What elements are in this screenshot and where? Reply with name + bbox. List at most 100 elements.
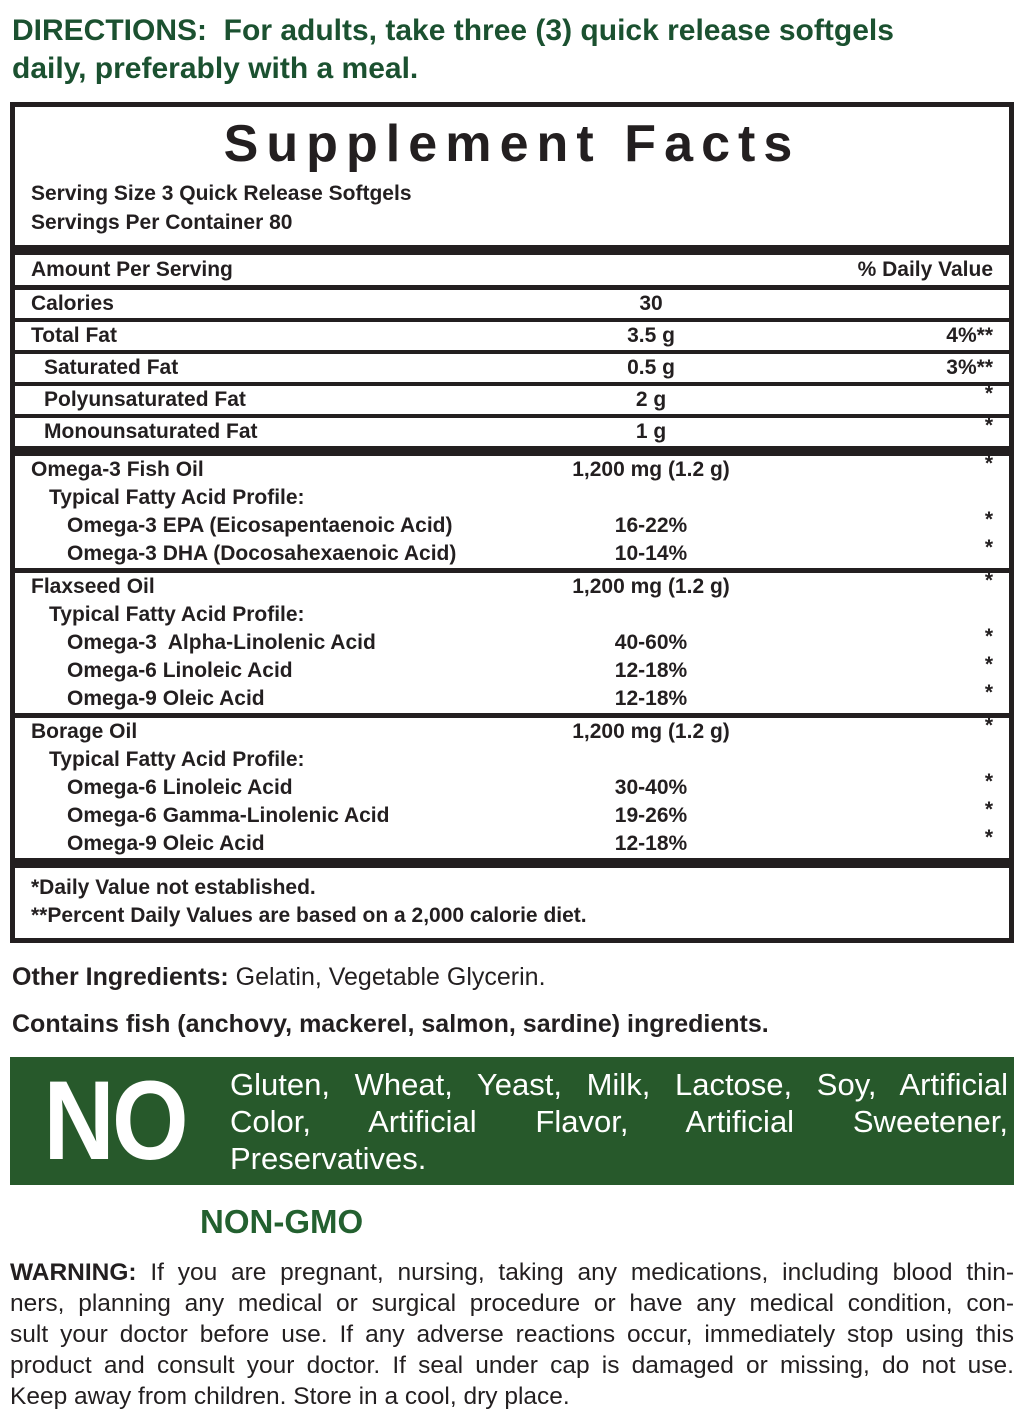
no-claims-line-1: Gluten, Wheat, Yeast, Milk, Lactose, Soy…	[230, 1066, 1008, 1102]
no-claims-line-2: Color, Artificial Flavor, Artificial Swe…	[230, 1103, 1008, 1139]
table-row-omega6-gla: Omega-6 Gamma-Linolenic Acid 19-26% *	[15, 798, 1009, 830]
nutrient-name: Omega-9 Oleic Acid	[67, 832, 265, 855]
table-row-saturated-fat: Saturated Fat 0.5 g 3%**	[15, 354, 1009, 382]
nutrient-daily-value: *	[984, 625, 993, 648]
table-row-omega3-epa: Omega-3 EPA (Eicosapentaenoic Acid) 16-2…	[15, 508, 1009, 540]
warning-line-1: WARNING: If you are pregnant, nursing, t…	[10, 1257, 1014, 1288]
nutrient-name: Monounsaturated Fat	[44, 420, 258, 443]
table-row-omega9-oleic-borage: Omega-9 Oleic Acid 12-18% *	[15, 826, 1009, 858]
table-row-omega3-fish-oil: Omega-3 Fish Oil 1,200 mg (1.2 g) *	[15, 452, 1009, 484]
warning-statement: WARNING: If you are pregnant, nursing, t…	[0, 1241, 1024, 1412]
nutrient-amount: 19-26%	[614, 804, 688, 827]
table-row-borage-oil: Borage Oil 1,200 mg (1.2 g) *	[15, 714, 1009, 746]
table-row-omega3-ala: Omega-3 Alpha-Linolenic Acid 40-60% *	[15, 625, 1009, 657]
nutrient-name: Flaxseed Oil	[31, 575, 155, 598]
divider-medium	[15, 568, 1009, 573]
nutrient-daily-value: 4%**	[946, 324, 993, 347]
warning-label: WARNING:	[10, 1259, 137, 1286]
table-row-omega6-linoleic: Omega-6 Linoleic Acid 12-18% *	[15, 653, 1009, 685]
directions-line-2: daily, preferably with a meal.	[12, 52, 419, 85]
nutrient-amount: 1,200 mg (1.2 g)	[572, 720, 730, 743]
nutrient-amount: 3.5 g	[627, 324, 675, 347]
servings-per-container: Servings Per Container 80	[31, 211, 293, 234]
nutrient-daily-value: *	[984, 653, 993, 676]
divider-thick	[15, 858, 1009, 868]
nutrient-amount: 30	[639, 292, 663, 315]
table-row-fatty-acid-profile-heading: Typical Fatty Acid Profile:	[15, 601, 1009, 629]
nutrient-name: Omega-3 Fish Oil	[31, 458, 204, 481]
warning-line-2: ners, planning any medical or surgical p…	[10, 1290, 1014, 1317]
nutrient-name: Total Fat	[31, 324, 117, 347]
nutrient-daily-value: *	[984, 536, 993, 559]
nutrient-name: Omega-3 Alpha-Linolenic Acid	[67, 631, 376, 654]
nutrient-daily-value: *	[984, 681, 993, 704]
nutrient-daily-value: *	[984, 798, 993, 821]
nutrient-daily-value: *	[984, 714, 993, 737]
other-ingredients-label: Other Ingredients:	[12, 963, 229, 991]
nutrient-amount: 30-40%	[614, 776, 688, 799]
nutrient-name: Omega-9 Oleic Acid	[67, 687, 265, 710]
divider-thick	[15, 446, 1009, 456]
table-row-monounsaturated-fat: Monounsaturated Fat 1 g *	[15, 414, 1009, 446]
nutrient-amount: 0.5 g	[627, 356, 675, 379]
nutrient-name: Omega-3 EPA (Eicosapentaenoic Acid)	[67, 514, 453, 537]
nutrient-daily-value: 3%**	[946, 356, 993, 379]
nutrient-daily-value: *	[984, 508, 993, 531]
column-header-amount: Amount Per Serving	[31, 258, 233, 281]
nutrient-amount: 12-18%	[614, 659, 688, 682]
table-row-omega9-oleic: Omega-9 Oleic Acid 12-18% *	[15, 681, 1009, 713]
serving-size: Serving Size 3 Quick Release Softgels	[31, 182, 412, 205]
table-row-total-fat: Total Fat 3.5 g 4%**	[15, 322, 1009, 350]
nutrient-name: Omega-6 Gamma-Linolenic Acid	[67, 804, 390, 827]
nutrient-amount: 1 g	[635, 420, 667, 443]
nutrient-name: Typical Fatty Acid Profile:	[49, 748, 305, 771]
footnote-daily-value: *Daily Value not established.	[31, 876, 316, 899]
table-row-fatty-acid-profile-heading: Typical Fatty Acid Profile:	[15, 484, 1009, 512]
warning-line-5: Keep away from children. Store in a cool…	[10, 1383, 570, 1410]
nutrient-daily-value: *	[984, 414, 993, 437]
other-ingredients-value: Gelatin, Vegetable Glycerin.	[228, 963, 546, 991]
non-gmo-label: NON-GMO	[200, 1203, 364, 1240]
no-word: NO	[43, 1058, 188, 1183]
nutrient-amount: 16-22%	[614, 514, 688, 537]
nutrient-daily-value: *	[984, 452, 993, 475]
allergen-statement: Contains fish (anchovy, mackerel, salmon…	[12, 1010, 769, 1038]
table-row-calories: Calories 30	[15, 290, 1009, 318]
nutrient-name: Omega-6 Linoleic Acid	[67, 776, 293, 799]
column-header-daily-value: % Daily Value	[857, 258, 993, 281]
nutrient-amount: 2 g	[635, 388, 667, 411]
other-ingredients: Other Ingredients: Gelatin, Vegetable Gl…	[0, 943, 1024, 992]
table-row-polyunsaturated-fat: Polyunsaturated Fat 2 g *	[15, 382, 1009, 414]
nutrient-name: Calories	[31, 292, 114, 315]
serving-info: Serving Size 3 Quick Release Softgels Se…	[15, 179, 1009, 237]
directions-text: DIRECTIONS: For adults, take three (3) q…	[0, 0, 1024, 88]
warning-line-1-rest: If you are pregnant, nursing, taking any…	[136, 1259, 1014, 1286]
nutrient-daily-value: *	[984, 770, 993, 793]
nutrient-daily-value: *	[984, 382, 993, 405]
nutrient-name: Polyunsaturated Fat	[44, 388, 246, 411]
nutrient-amount: 1,200 mg (1.2 g)	[572, 458, 730, 481]
nutrient-amount: 1,200 mg (1.2 g)	[572, 575, 730, 598]
panel-title: Supplement Facts	[223, 115, 801, 173]
directions-line-1: DIRECTIONS: For adults, take three (3) q…	[12, 14, 894, 47]
warning-line-4: product and consult your doctor. If seal…	[10, 1352, 1014, 1379]
nutrient-name: Typical Fatty Acid Profile:	[49, 486, 305, 509]
warning-line-3: sult your doctor before use. If any adve…	[10, 1321, 1014, 1348]
table-row-fatty-acid-profile-heading: Typical Fatty Acid Profile:	[15, 746, 1009, 774]
nutrient-name: Omega-3 DHA (Docosahexaenoic Acid)	[67, 542, 457, 565]
divider-medium	[15, 285, 1009, 290]
divider-thin	[15, 350, 1009, 354]
supplement-facts-panel: Supplement Facts Serving Size 3 Quick Re…	[10, 102, 1014, 943]
divider-thin	[15, 382, 1009, 386]
no-claims-line-3: Preservatives.	[230, 1140, 427, 1176]
nutrient-amount: 40-60%	[614, 631, 688, 654]
nutrient-name: Typical Fatty Acid Profile:	[49, 603, 305, 626]
divider-thick	[15, 245, 1009, 255]
divider-medium	[15, 713, 1009, 718]
nutrient-amount: 10-14%	[614, 542, 688, 565]
divider-thin	[15, 318, 1009, 322]
table-row-omega3-dha: Omega-3 DHA (Docosahexaenoic Acid) 10-14…	[15, 536, 1009, 568]
no-claims-text: Gluten, Wheat, Yeast, Milk, Lactose, Soy…	[230, 1066, 1008, 1177]
table-row-flaxseed-oil: Flaxseed Oil 1,200 mg (1.2 g) *	[15, 569, 1009, 601]
nutrient-name: Borage Oil	[31, 720, 138, 743]
